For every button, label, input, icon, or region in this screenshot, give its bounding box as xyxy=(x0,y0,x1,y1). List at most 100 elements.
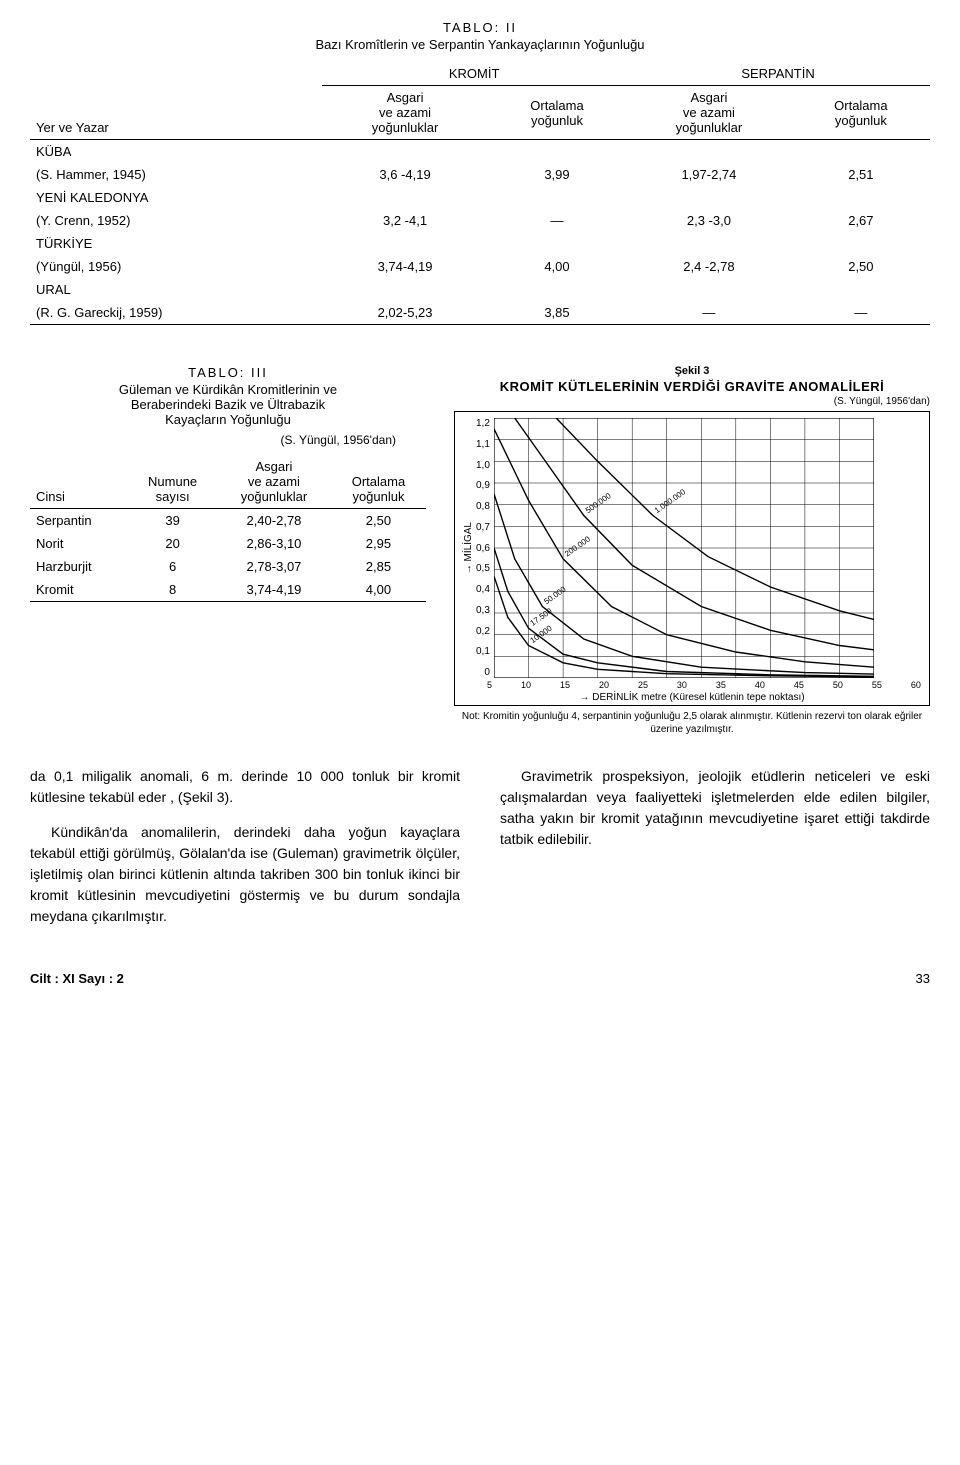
chart-box: → MİLİGAL 1,21,11,00,90,80,70,60,50,40,3… xyxy=(454,411,930,706)
x-tick: 60 xyxy=(911,680,921,690)
cell: 8 xyxy=(128,578,217,602)
y-tick: 0,9 xyxy=(476,480,490,491)
y-tick: 0,8 xyxy=(476,501,490,512)
table-row-place: TÜRKİYE xyxy=(30,232,322,255)
table2-grid: Yer ve Yazar KROMİT SERPANTİN Asgari ve … xyxy=(30,62,930,325)
table-row-place: YENİ KALEDONYA xyxy=(30,186,322,209)
cell: — xyxy=(488,209,626,232)
cell: 2,85 xyxy=(331,555,426,578)
x-tick: 40 xyxy=(755,680,765,690)
y-tick: 0,4 xyxy=(476,584,490,595)
col-avg: Ortalama yoğunluk xyxy=(331,455,426,509)
col-numune: Numune sayısı xyxy=(128,455,217,509)
svg-text:500.000: 500.000 xyxy=(584,491,613,515)
y-tick: 0,2 xyxy=(476,626,490,637)
y-tick: 1,0 xyxy=(476,460,490,471)
table3-sub1: Güleman ve Kürdikân Kromitlerinin ve xyxy=(30,382,426,397)
table-row-place: KÜBA xyxy=(30,140,322,164)
cell: 2,40-2,78 xyxy=(217,509,331,533)
chart-note: Not: Kromitin yoğunluğu 4, serpantinin y… xyxy=(454,710,930,736)
cell: 4,00 xyxy=(488,255,626,278)
table3-title: TABLO: III xyxy=(30,365,426,380)
cell: 2,50 xyxy=(331,509,426,533)
table3-sub2: Beraberindeki Bazik ve Ültrabazik xyxy=(30,397,426,412)
x-ticks: 51015202530354045505560 xyxy=(487,680,921,690)
col-cinsi: Cinsi xyxy=(30,455,128,509)
cell: 3,2 -4,1 xyxy=(322,209,488,232)
cell: 4,00 xyxy=(331,578,426,602)
y-axis-label: → MİLİGAL xyxy=(463,522,474,574)
cell: 3,6 -4,19 xyxy=(322,163,488,186)
figure3-title: KROMİT KÜTLELERİNİN VERDİĞİ GRAVİTE ANOM… xyxy=(454,379,930,394)
figure3-label: Şekil 3 xyxy=(454,365,930,377)
chart-plot: 10.00017.50050.000200.000500.0001.000.00… xyxy=(494,418,874,678)
table3-source: (S. Yüngül, 1956'dan) xyxy=(30,433,426,447)
x-tick: 30 xyxy=(677,680,687,690)
table-row-place: URAL xyxy=(30,278,322,301)
cell: 2,95 xyxy=(331,532,426,555)
table2-title: TABLO: II xyxy=(30,20,930,35)
x-tick: 25 xyxy=(638,680,648,690)
group-kromit: KROMİT xyxy=(322,62,626,86)
cell: — xyxy=(792,301,930,325)
table-row: Serpantin xyxy=(30,509,128,533)
y-tick: 0,3 xyxy=(476,605,490,616)
y-tick: 0,1 xyxy=(476,646,490,657)
y-tick: 1,2 xyxy=(476,418,490,429)
cell: 20 xyxy=(128,532,217,555)
svg-text:1.000.000: 1.000.000 xyxy=(653,487,688,515)
x-tick: 15 xyxy=(560,680,570,690)
x-tick: 45 xyxy=(794,680,804,690)
footer-page: 33 xyxy=(916,971,930,986)
cell: 2,3 -3,0 xyxy=(626,209,792,232)
cell: 2,02-5,23 xyxy=(322,301,488,325)
footer-left: Cilt : XI Sayı : 2 xyxy=(30,971,124,986)
y-tick: 0,5 xyxy=(476,563,490,574)
table-3: TABLO: III Güleman ve Kürdikân Kromitler… xyxy=(30,365,426,602)
x-tick: 5 xyxy=(487,680,492,690)
col-kromit-minmax: Asgari ve azami yoğunluklar xyxy=(322,86,488,140)
y-tick: 0 xyxy=(484,667,490,678)
x-tick: 20 xyxy=(599,680,609,690)
cell: 3,99 xyxy=(488,163,626,186)
table2-subtitle: Bazı Kromîtlerin ve Serpantin Yankayaçla… xyxy=(30,37,930,52)
figure-3: Şekil 3 KROMİT KÜTLELERİNİN VERDİĞİ GRAV… xyxy=(454,365,930,736)
cell: 6 xyxy=(128,555,217,578)
cell: 2,86-3,10 xyxy=(217,532,331,555)
y-tick: 1,1 xyxy=(476,439,490,450)
cell: 3,74-4,19 xyxy=(322,255,488,278)
y-tick: 0,7 xyxy=(476,522,490,533)
x-tick: 50 xyxy=(833,680,843,690)
figure3-source: (S. Yüngül, 1956'dan) xyxy=(454,396,930,407)
page-footer: Cilt : XI Sayı : 2 33 xyxy=(30,971,930,986)
table-2: TABLO: II Bazı Kromîtlerin ve Serpantin … xyxy=(30,20,930,325)
cell: 2,51 xyxy=(792,163,930,186)
col-yer: Yer ve Yazar xyxy=(30,62,322,140)
svg-text:50.000: 50.000 xyxy=(542,584,568,606)
table-row-ref: (S. Hammer, 1945) xyxy=(30,163,322,186)
table-row: Norit xyxy=(30,532,128,555)
y-ticks: 1,21,11,00,90,80,70,60,50,40,30,20,10 xyxy=(476,418,494,678)
cell: 2,67 xyxy=(792,209,930,232)
svg-text:17.500: 17.500 xyxy=(528,606,554,628)
x-tick: 55 xyxy=(872,680,882,690)
table-row-ref: (Yüngül, 1956) xyxy=(30,255,322,278)
x-tick: 10 xyxy=(521,680,531,690)
group-serpantin: SERPANTİN xyxy=(626,62,930,86)
para-1: da 0,1 miligalik anomali, 6 m. derinde 1… xyxy=(30,766,460,808)
para-2: Kündikân'da anomalilerin, derindeki daha… xyxy=(30,822,460,927)
table-row: Kromit xyxy=(30,578,128,602)
para-3: Gravimetrik prospeksiyon, jeolojik etüdl… xyxy=(500,766,930,850)
cell: — xyxy=(626,301,792,325)
table3-sub3: Kayaçların Yoğunluğu xyxy=(30,412,426,427)
body-text: da 0,1 miligalik anomali, 6 m. derinde 1… xyxy=(30,766,930,941)
col-serp-avg: Ortalama yoğunluk xyxy=(792,86,930,140)
col-serp-minmax: Asgari ve azami yoğunluklar xyxy=(626,86,792,140)
table-row-ref: (Y. Crenn, 1952) xyxy=(30,209,322,232)
cell: 39 xyxy=(128,509,217,533)
col-minmax: Asgari ve azami yoğunluklar xyxy=(217,455,331,509)
cell: 2,78-3,07 xyxy=(217,555,331,578)
col-kromit-avg: Ortalama yoğunluk xyxy=(488,86,626,140)
table3-grid: Cinsi Numune sayısı Asgari ve azami yoğu… xyxy=(30,455,426,602)
x-axis-label: → DERİNLİK metre (Küresel kütlenin tepe … xyxy=(463,692,921,703)
